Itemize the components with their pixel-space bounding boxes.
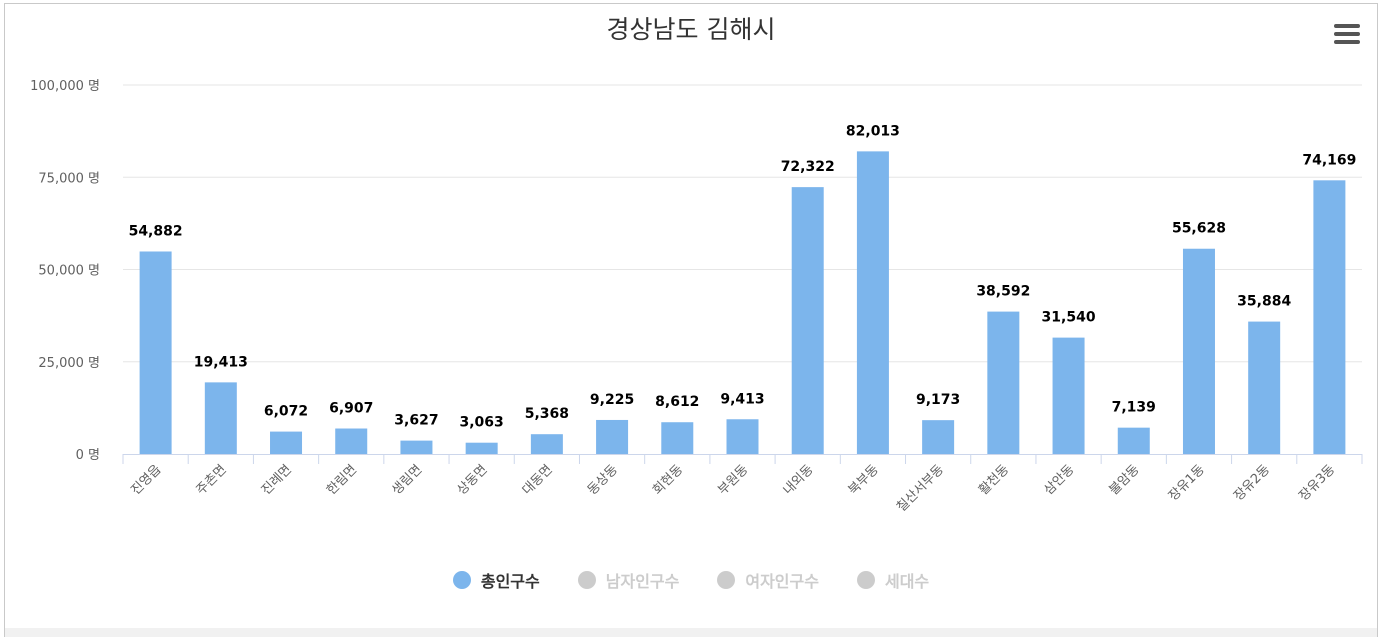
data-label: 6,907 — [329, 401, 373, 417]
x-category-label: 내외동 — [781, 462, 817, 498]
data-label: 35,884 — [1237, 294, 1291, 310]
data-label: 19,413 — [194, 354, 248, 370]
data-label: 31,540 — [1042, 310, 1096, 326]
x-category-label: 진례면 — [259, 462, 295, 498]
legend-marker-icon — [856, 571, 875, 589]
bar — [400, 440, 433, 454]
bar — [270, 431, 303, 454]
bar — [335, 428, 368, 454]
data-label: 7,139 — [1112, 400, 1156, 416]
legend-item[interactable]: 여자인구수 — [717, 568, 819, 592]
x-category-label: 대동면 — [520, 462, 556, 498]
bar — [922, 420, 955, 454]
data-label: 55,628 — [1172, 221, 1226, 237]
bar — [856, 151, 889, 455]
legend-label: 남자인구수 — [605, 572, 680, 591]
chart-legend: 총인구수 남자인구수 여자인구수 세대수 — [0, 568, 1382, 592]
x-category-label: 장유2동 — [1231, 462, 1273, 504]
data-label: 9,225 — [590, 392, 634, 408]
chart-container — [4, 3, 1378, 629]
x-category-label: 진영읍 — [128, 462, 164, 498]
chart-title: 경상남도 김해시 — [606, 15, 776, 44]
x-category-label: 상동면 — [455, 462, 491, 498]
bar — [139, 251, 172, 454]
x-category-label: 칠산서부동 — [894, 462, 947, 515]
legend-marker-icon — [577, 571, 596, 589]
data-label: 3,627 — [394, 413, 438, 429]
data-label: 9,413 — [720, 391, 764, 407]
x-category-label: 불암동 — [1107, 462, 1143, 498]
bar — [465, 442, 498, 454]
bar — [1052, 337, 1085, 454]
legend-label: 세대수 — [884, 572, 930, 591]
bar — [596, 419, 629, 454]
x-category-label: 활천동 — [976, 462, 1012, 498]
bar — [1248, 321, 1281, 454]
x-category-label: 동상동 — [585, 462, 621, 498]
x-category-label: 회현동 — [650, 462, 686, 498]
legend-item[interactable]: 세대수 — [856, 568, 930, 592]
x-category-label: 생림면 — [389, 462, 425, 498]
data-label: 9,173 — [916, 392, 960, 408]
bar — [726, 419, 759, 454]
legend-marker-icon — [717, 571, 736, 589]
data-label: 54,882 — [129, 223, 183, 239]
legend-item[interactable]: 총인구수 — [452, 568, 540, 592]
data-label: 6,072 — [264, 404, 308, 420]
y-tick-label: 25,000 명 — [38, 356, 100, 371]
bar — [1117, 427, 1150, 454]
bar — [204, 382, 237, 454]
y-tick-label: 75,000 명 — [38, 171, 100, 186]
hamburger-menu-icon[interactable] — [1334, 24, 1362, 46]
data-label: 3,063 — [460, 415, 504, 431]
bar — [1182, 248, 1215, 454]
y-tick-label: 0 명 — [76, 448, 100, 463]
bar — [987, 311, 1020, 454]
data-label: 72,322 — [781, 159, 835, 175]
data-label: 5,368 — [525, 406, 569, 422]
bottom-strip — [4, 628, 1378, 637]
y-tick-label: 100,000 명 — [30, 79, 100, 94]
x-category-label: 한림면 — [324, 462, 360, 498]
x-category-label: 부원동 — [715, 462, 751, 498]
data-label: 8,612 — [655, 394, 699, 410]
x-category-label: 장유3동 — [1296, 462, 1338, 504]
data-label: 38,592 — [976, 284, 1030, 300]
bar — [530, 434, 563, 454]
x-category-label: 삼안동 — [1041, 462, 1077, 498]
data-label: 74,169 — [1302, 152, 1356, 168]
x-category-label: 장유1동 — [1166, 462, 1208, 504]
legend-label: 여자인구수 — [745, 572, 819, 591]
bar — [791, 187, 824, 454]
data-label: 82,013 — [846, 123, 900, 139]
legend-label: 총인구수 — [480, 572, 540, 591]
bar — [661, 422, 694, 454]
y-tick-label: 50,000 명 — [38, 264, 100, 279]
x-category-label: 북부동 — [846, 462, 882, 498]
legend-marker-icon — [452, 571, 471, 589]
bar — [1313, 180, 1346, 454]
legend-item[interactable]: 남자인구수 — [577, 568, 680, 592]
x-category-label: 주촌면 — [194, 462, 230, 498]
